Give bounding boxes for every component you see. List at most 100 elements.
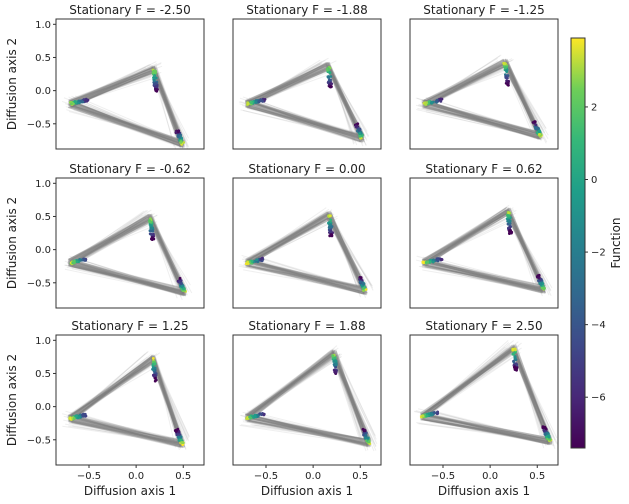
diffusion-line xyxy=(246,266,365,295)
diffusion-line xyxy=(246,104,363,143)
diffusion-line xyxy=(69,218,152,261)
diffusion-line-faint xyxy=(246,209,333,264)
diffusion-line xyxy=(245,261,368,289)
subplot-title: Stationary F = 0.62 xyxy=(425,162,542,176)
diffusion-line xyxy=(69,418,185,448)
diffusion-line xyxy=(248,354,333,417)
diffusion-line xyxy=(70,262,187,296)
diffusion-line xyxy=(68,67,153,102)
diffusion-line-faint xyxy=(154,359,182,439)
diffusion-line-faint xyxy=(68,355,155,418)
diffusion-line xyxy=(247,217,331,260)
diffusion-line xyxy=(421,350,517,416)
diffusion-line-faint xyxy=(247,215,338,265)
diffusion-line xyxy=(244,351,335,419)
diffusion-line xyxy=(70,266,183,295)
diffusion-line-faint xyxy=(66,109,184,144)
diffusion-line xyxy=(506,62,539,138)
diffusion-line-faint xyxy=(71,422,181,445)
diffusion-line-faint xyxy=(416,422,550,441)
diffusion-line xyxy=(247,214,332,263)
diffusion-line xyxy=(248,352,332,422)
diffusion-line-faint xyxy=(424,207,514,263)
diffusion-line xyxy=(247,419,368,443)
subplot-1: Stationary F = -2.50−0.50.00.51.0Diffusi… xyxy=(5,3,205,150)
diffusion-line xyxy=(68,265,185,294)
diffusion-line xyxy=(69,68,153,105)
diffusion-line-faint xyxy=(513,349,558,439)
data-point xyxy=(428,260,432,264)
diffusion-line xyxy=(422,265,543,289)
diffusion-line xyxy=(68,262,187,290)
diffusion-line xyxy=(247,262,364,289)
diffusion-line-faint xyxy=(248,354,341,418)
diffusion-line xyxy=(422,208,507,266)
diffusion-line xyxy=(331,356,371,440)
diffusion-line xyxy=(504,59,540,133)
diffusion-line xyxy=(248,419,369,448)
data-point xyxy=(84,98,88,102)
diffusion-line-faint xyxy=(426,60,499,105)
diffusion-line xyxy=(244,260,364,291)
diffusion-line xyxy=(506,211,546,287)
diffusion-line xyxy=(423,61,508,106)
diffusion-line xyxy=(67,216,151,262)
diffusion-line-faint xyxy=(243,261,368,293)
data-point xyxy=(179,438,183,442)
diffusion-line xyxy=(422,258,543,290)
diffusion-line-faint xyxy=(67,261,182,294)
diffusion-line xyxy=(421,419,552,446)
diffusion-line xyxy=(246,216,332,263)
diffusion-line-faint xyxy=(244,214,325,263)
diffusion-line-faint xyxy=(246,410,372,442)
diffusion-line xyxy=(69,67,157,102)
data-point xyxy=(505,76,508,80)
diffusion-line xyxy=(246,417,370,441)
diffusion-line xyxy=(69,101,182,142)
diffusion-line xyxy=(244,350,334,421)
diffusion-line xyxy=(422,61,504,105)
diffusion-line xyxy=(246,102,361,142)
diffusion-line-faint xyxy=(152,358,190,437)
data-point xyxy=(250,260,254,263)
diffusion-line-faint xyxy=(246,221,322,264)
x-tick-label: 0.0 xyxy=(128,471,144,482)
diffusion-line xyxy=(424,265,546,288)
diffusion-line xyxy=(512,346,551,439)
diffusion-line xyxy=(67,265,187,294)
diffusion-line xyxy=(424,419,552,445)
diffusion-line xyxy=(68,105,184,146)
diffusion-line xyxy=(248,356,334,419)
diffusion-line xyxy=(245,102,363,143)
diffusion-line-faint xyxy=(72,353,152,420)
diffusion-line xyxy=(247,414,368,445)
diffusion-line xyxy=(331,349,370,444)
diffusion-line-faint xyxy=(72,66,147,104)
diffusion-line xyxy=(246,214,331,265)
diffusion-line-faint xyxy=(72,217,151,264)
diffusion-line xyxy=(72,414,185,444)
diffusion-line-faint xyxy=(332,352,377,447)
diffusion-line xyxy=(422,414,550,440)
diffusion-line-faint xyxy=(77,264,184,293)
diffusion-line-faint xyxy=(246,350,337,421)
diffusion-line-faint xyxy=(507,212,537,284)
diffusion-line-faint xyxy=(245,214,333,262)
diffusion-line xyxy=(247,217,330,263)
diffusion-line xyxy=(69,259,185,296)
diffusion-line xyxy=(423,349,514,414)
diffusion-line xyxy=(326,218,364,290)
diffusion-line-faint xyxy=(247,356,342,419)
diffusion-line xyxy=(515,346,553,441)
diffusion-line xyxy=(425,259,542,290)
diffusion-line xyxy=(70,261,184,295)
diffusion-line xyxy=(249,103,362,137)
diffusion-line xyxy=(505,213,545,287)
diffusion-line-faint xyxy=(423,345,520,417)
diffusion-line xyxy=(328,213,368,289)
diffusion-line xyxy=(67,103,181,141)
diffusion-line-faint xyxy=(426,258,544,289)
diffusion-line xyxy=(513,349,551,440)
data-point xyxy=(257,100,261,104)
data-point xyxy=(152,232,155,236)
